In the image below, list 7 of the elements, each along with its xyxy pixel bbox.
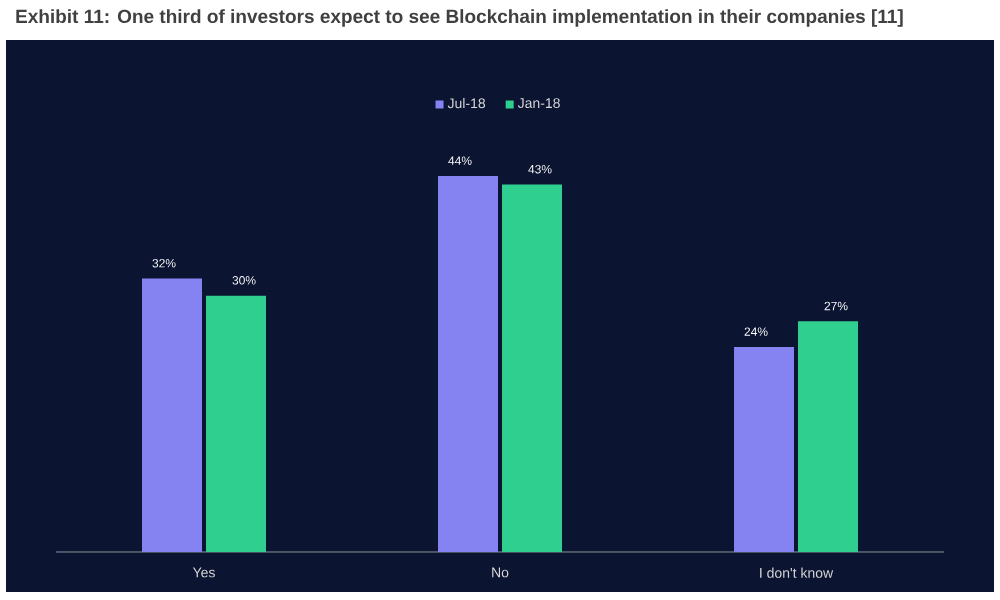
bar [438, 176, 498, 552]
bar [502, 184, 563, 552]
bar [206, 295, 266, 552]
bar [798, 321, 859, 552]
chart-title: Exhibit 11: One third of investors expect to see Blockchain implementation in their companies [11] [16, 9, 903, 27]
bar [142, 278, 202, 552]
bar [734, 346, 795, 552]
